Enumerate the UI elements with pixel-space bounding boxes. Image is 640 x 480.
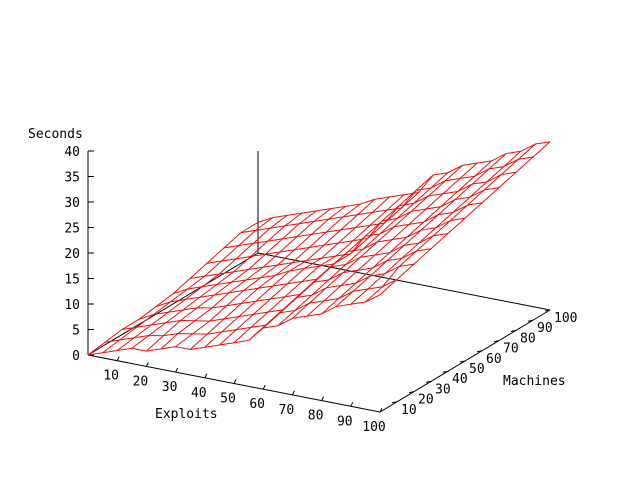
- mesh-line-exploits: [335, 153, 507, 307]
- mesh-line-exploits: [146, 210, 317, 352]
- y-tick-label: 90: [537, 321, 553, 336]
- x-tick-label: 80: [308, 409, 324, 424]
- y-tick-mark: [544, 309, 551, 312]
- y-tick-label: 20: [418, 393, 434, 408]
- x-tick-mark: [350, 402, 354, 407]
- x-tick-mark: [116, 356, 120, 361]
- x-tick-label: 60: [249, 397, 265, 412]
- mesh-line-exploits: [116, 214, 288, 351]
- y-tick-label: 10: [401, 403, 417, 418]
- mesh-line-exploits: [175, 205, 346, 348]
- mesh-line-exploits: [102, 217, 273, 354]
- y-tick-label: 100: [554, 311, 577, 326]
- x-tick-label: 20: [133, 374, 149, 389]
- z-tick-label: 40: [64, 145, 80, 160]
- x-tick-mark: [175, 367, 179, 373]
- back-y-base-line: [257, 252, 551, 311]
- y-tick-label: 40: [452, 372, 468, 387]
- x-tick-label: 10: [103, 369, 119, 384]
- x-tick-label: 30: [162, 380, 178, 395]
- mesh-line-exploits: [189, 203, 361, 350]
- y-tick-mark: [493, 340, 500, 343]
- mesh-line-exploits: [131, 212, 303, 349]
- x-tick-mark: [262, 384, 266, 390]
- x-tick-mark: [321, 396, 325, 401]
- y-tick-label: 50: [469, 362, 485, 377]
- mesh-line-exploits: [262, 174, 434, 329]
- x-tick-label: 40: [191, 386, 207, 401]
- z-tick-label: 25: [64, 222, 80, 237]
- y-tick-mark: [459, 360, 466, 363]
- x-tick-label: 50: [220, 392, 236, 407]
- mesh-line-exploits: [233, 194, 405, 344]
- x-tick-mark: [379, 407, 383, 413]
- x-tick-mark: [204, 373, 208, 379]
- y-tick-label: 30: [435, 382, 451, 397]
- mesh-line-exploits: [306, 162, 478, 317]
- mesh-line-exploits: [204, 198, 376, 348]
- y-tick-mark: [425, 380, 432, 383]
- mesh-line-exploits: [160, 208, 332, 350]
- y-tick-mark: [391, 401, 398, 404]
- mesh-line-exploits: [219, 196, 390, 346]
- y-tick-label: 70: [503, 342, 519, 357]
- back-x-base-line: [87, 252, 259, 356]
- z-tick-label: 10: [64, 298, 80, 313]
- z-tick-label: 5: [72, 324, 80, 339]
- mesh-line-exploits: [87, 221, 259, 356]
- x-tick-mark: [233, 379, 237, 384]
- mesh-line-exploits: [292, 165, 463, 319]
- z-axis-label: Seconds: [28, 127, 83, 142]
- z-tick-label: 30: [64, 196, 80, 211]
- mesh-line-machines: [104, 278, 398, 343]
- y-tick-mark: [510, 329, 517, 332]
- axes-group: [87, 150, 551, 413]
- x-tick-label: 70: [279, 403, 295, 418]
- y-axis-label: Machines: [503, 374, 566, 389]
- x-axis-label: Exploits: [155, 407, 218, 422]
- mesh-line-exploits: [365, 143, 536, 303]
- y-tick-label: 80: [520, 331, 536, 346]
- x-tick-label: 90: [337, 414, 353, 429]
- surface-mesh: [87, 141, 551, 356]
- z-tick-label: 35: [64, 171, 80, 186]
- mesh-line-exploits: [321, 160, 492, 315]
- x-tick-mark: [291, 390, 295, 396]
- mesh-line-machines: [121, 263, 415, 330]
- y-tick-label: 60: [486, 352, 502, 367]
- x-tick-label: 100: [362, 420, 385, 435]
- z-tick-label: 20: [64, 247, 80, 262]
- x-tick-mark: [145, 362, 149, 367]
- mesh-line-machines: [87, 294, 381, 356]
- mesh-line-exploits: [379, 141, 551, 296]
- mesh-line-exploits: [350, 150, 522, 305]
- y-tick-mark: [408, 391, 415, 394]
- mesh-line-exploits: [277, 172, 449, 327]
- z-tick-label: 0: [72, 349, 80, 364]
- y-tick-mark: [442, 370, 449, 373]
- y-tick-mark: [527, 319, 534, 322]
- z-tick-label: 15: [64, 273, 80, 288]
- y-tick-mark: [476, 350, 483, 353]
- mesh-line-exploits: [248, 192, 419, 341]
